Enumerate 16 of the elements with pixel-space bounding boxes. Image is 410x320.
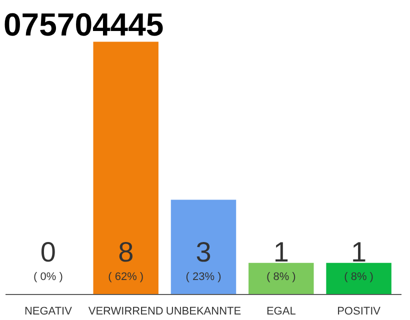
annotation: ( 62% ) [108, 270, 144, 283]
annotation: ( 8% ) [266, 270, 296, 283]
x-tick-label: UNBEKANNTE [166, 306, 242, 318]
x-tick-label: POSITIV [337, 306, 382, 318]
annotation: ( 0% ) [34, 270, 63, 283]
data-label: 0 [40, 236, 56, 268]
chart-title: 075704445 [4, 6, 164, 42]
data-label: 3 [196, 236, 212, 268]
x-tick-label: NEGATIV [24, 306, 73, 318]
x-tick-label: VERWIRREND [88, 306, 164, 318]
data-label: 1 [351, 236, 367, 268]
annotation: ( 23% ) [186, 270, 222, 283]
data-label: 1 [273, 236, 289, 268]
data-label: 8 [118, 236, 134, 268]
annotation: ( 8% ) [344, 270, 374, 283]
x-tick-label: EGAL [266, 306, 296, 318]
